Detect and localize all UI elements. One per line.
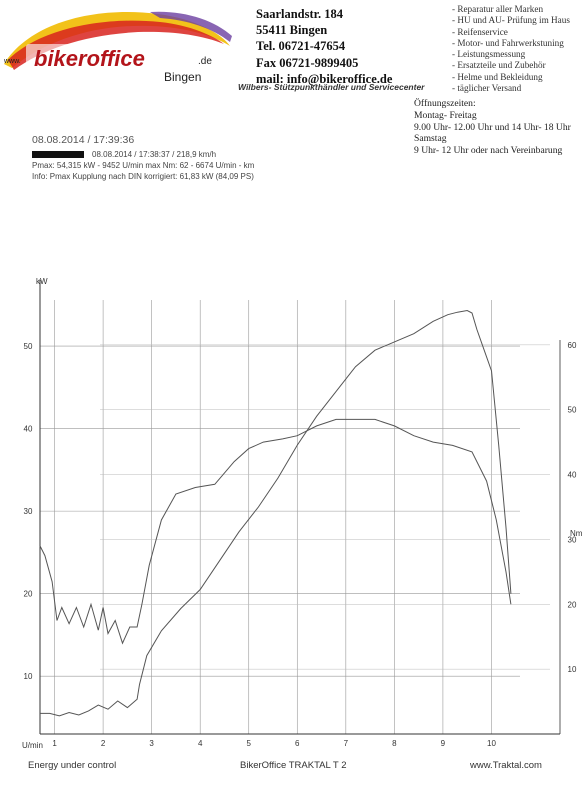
bikeroffice-logo: www. bikeroffice .de Bingen (3, 11, 232, 84)
logo-swoosh-purple (150, 11, 232, 42)
y-tick-label-right: 20 (568, 600, 577, 609)
print-timestamp: 08.08.2014 / 17:39:36 (32, 134, 135, 146)
x-tick-label: 8 (392, 739, 397, 748)
service-item: - Ersatzteile und Zubehör (452, 60, 546, 71)
x-tick-label: 9 (441, 739, 446, 748)
y-tick-label-right: 30 (568, 535, 577, 544)
x-tick-label: 10 (487, 739, 496, 748)
logo-url-text: www. (3, 58, 21, 65)
x-tick-label: 3 (149, 739, 154, 748)
y-axis-label-left: kW (36, 277, 48, 286)
address-phone: Tel. 06721-47654 (256, 39, 346, 54)
tagline: Wilbers- Stützpunkthändler und Servicece… (238, 82, 425, 92)
address-street: Saarlandstr. 184 (256, 7, 344, 21)
y-tick-label-left: 30 (24, 507, 33, 516)
service-item: - Reifenservice (452, 26, 508, 37)
run-info: 08.08.2014 / 17:39:36 08.08.2014 / 17:38… (32, 135, 254, 182)
dyno-chart: kW Nm U/min 10 20 30 40 50 10 20 30 40 50 60 1 2 3 4 5 6 7 8 9… (22, 277, 583, 750)
service-item: - HU und AU- Prüfung im Haus (452, 15, 570, 26)
service-item: - Motor- und Fahrwerkstuning (452, 37, 564, 48)
hours-title: Öffnungszeiten: (414, 98, 476, 109)
address-fax: Fax 06721-9899405 (256, 55, 359, 70)
logo-brand: bikeroffice (34, 46, 145, 71)
service-item: - Helme und Bekleidung (452, 71, 543, 82)
service-item: - Leistungsmessung (452, 49, 526, 60)
x-tick-label: 2 (101, 739, 106, 748)
hours-line: 9.00 Uhr- 12.00 Uhr und 14 Uhr- 18 Uhr (414, 121, 571, 133)
y-tick-label-right: 60 (568, 341, 577, 350)
address-block: Saarlandstr. 184 55411 Bingen Tel. 06721… (256, 6, 446, 87)
run-line-text: 08.08.2014 / 17:38:37 / 218,9 km/h (92, 150, 217, 159)
torque-curve (39, 418, 512, 645)
logo-domain: .de (198, 56, 212, 67)
y-tick-label-left: 10 (24, 672, 33, 681)
y-tick-label-right: 40 (568, 471, 577, 480)
service-item: - Reparatur aller Marken (452, 4, 544, 14)
y-tick-label-right: 50 (568, 406, 577, 415)
power-curve (40, 309, 512, 717)
service-item: - täglicher Versand (452, 83, 522, 94)
info-line: Info: Pmax Kupplung nach DIN korrigiert:… (32, 172, 254, 181)
pmax-line: Pmax: 54,315 kW - 9452 U/min max Nm: 62 … (32, 161, 255, 170)
logo-swoosh-red (8, 20, 224, 70)
y-tick-label-left: 50 (24, 342, 33, 351)
x-tick-label: 7 (344, 739, 349, 748)
opening-hours: Öffnungszeiten: Montag- Freitag 9.00 Uhr… (414, 98, 588, 157)
address-email: mail: info@bikeroffice.de (256, 71, 393, 86)
x-tick-label: 6 (295, 739, 300, 748)
footer-website: www.Traktal.com (470, 760, 542, 771)
hours-line: Samstag (414, 133, 447, 145)
run-line: 08.08.2014 / 17:38:37 / 218,9 km/h (32, 149, 254, 160)
x-tick-label: 5 (247, 739, 252, 748)
y-tick-label-left: 20 (24, 590, 33, 599)
x-tick-label: 1 (52, 739, 57, 748)
address-city: 55411 Bingen (256, 23, 328, 38)
services-list: - Reparatur aller Marken - HU und AU- Pr… (452, 4, 588, 94)
y-tick-label-right: 10 (568, 665, 577, 674)
redaction-bar (32, 151, 84, 159)
x-tick-label: 4 (198, 739, 203, 748)
logo-city: Bingen (164, 70, 201, 84)
footer-slogan: Energy under control (28, 760, 117, 771)
y-axis-label-right: Nm (570, 529, 583, 538)
hours-line: Montag- Freitag (414, 109, 477, 121)
hours-line: 9 Uhr- 12 Uhr oder nach Vereinbarung (414, 145, 563, 157)
x-axis-unit-label: U/min (22, 741, 43, 750)
y-tick-label-left: 40 (24, 425, 33, 434)
footer-device: BikerOffice TRAKTAL T 2 (240, 760, 347, 771)
